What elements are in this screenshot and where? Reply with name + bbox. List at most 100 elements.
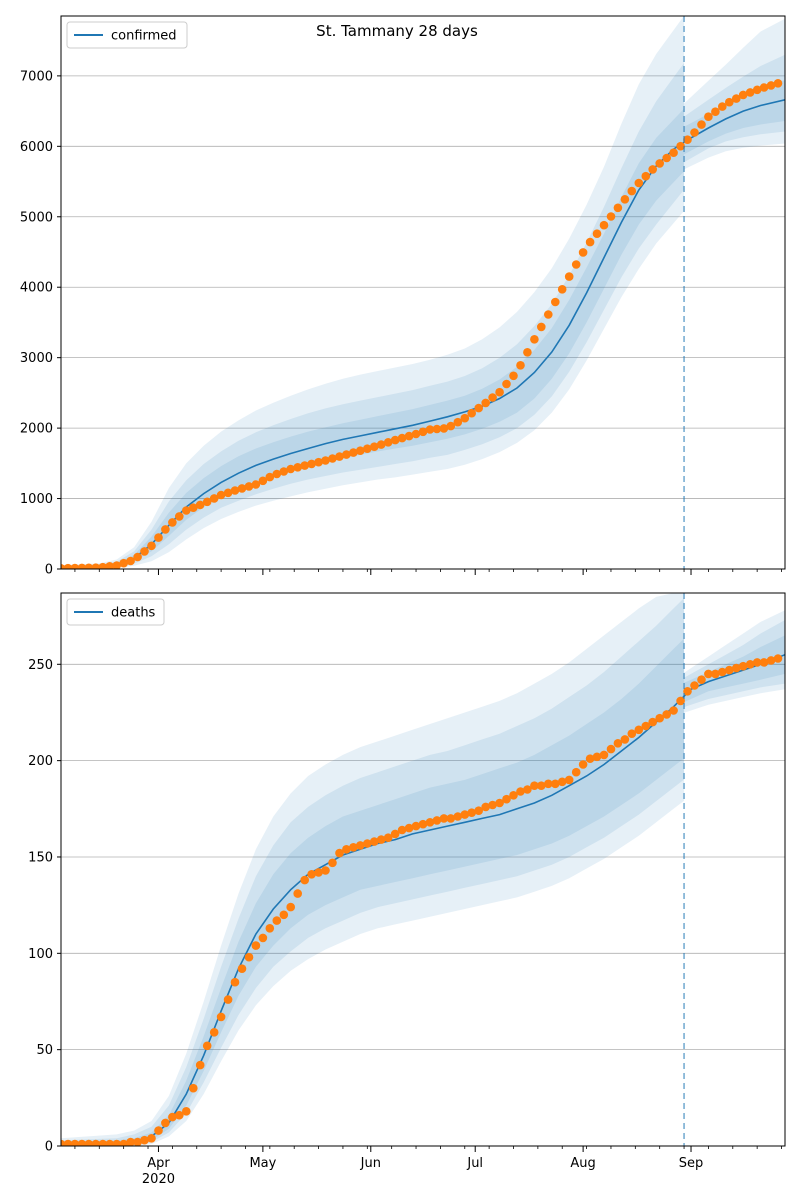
observed-point xyxy=(571,260,581,269)
uncertainty-band-2 xyxy=(61,598,685,1146)
observed-point xyxy=(370,442,379,452)
observed-point xyxy=(759,83,769,92)
observed-point xyxy=(397,825,407,835)
plot-area xyxy=(61,16,785,569)
observed-point xyxy=(432,816,442,825)
legend: deaths xyxy=(66,598,165,626)
legend-label: confirmed xyxy=(111,29,177,44)
observed-point xyxy=(98,1139,108,1146)
observed-point xyxy=(627,729,637,738)
observed-point xyxy=(237,964,247,973)
observed-point xyxy=(140,1135,149,1145)
observed-point xyxy=(363,444,372,454)
observed-point xyxy=(585,237,595,247)
observed-point xyxy=(606,212,616,221)
observed-point xyxy=(488,393,497,402)
y-tick-label: 50 xyxy=(36,1043,53,1058)
y-tick-label: 6000 xyxy=(20,140,53,155)
observed-point xyxy=(641,721,651,731)
y-tick-label: 200 xyxy=(28,754,53,769)
observed-point xyxy=(620,735,630,744)
observed-point xyxy=(509,791,518,800)
observed-point xyxy=(509,371,518,381)
observed-point xyxy=(592,229,602,238)
observed-point xyxy=(564,272,574,281)
observed-point xyxy=(397,433,407,443)
axes-frame xyxy=(60,15,786,570)
observed-point xyxy=(237,484,247,493)
observed-point xyxy=(523,785,532,794)
observed-point xyxy=(209,494,219,503)
legend-box xyxy=(66,21,188,49)
observed-point xyxy=(390,435,400,445)
y-tick-label: 5000 xyxy=(20,210,53,225)
observed-point xyxy=(773,654,783,663)
observed-point xyxy=(328,858,337,868)
uncertainty-band-2 xyxy=(684,54,785,163)
observed-point xyxy=(272,916,282,925)
uncertainty-band-3 xyxy=(61,593,685,1146)
observed-point xyxy=(356,841,365,850)
observed-point xyxy=(168,1112,177,1122)
uncertainty-band-3 xyxy=(684,18,785,170)
observed-point xyxy=(335,452,344,461)
observed-point xyxy=(126,1137,135,1146)
observed-point xyxy=(725,97,734,107)
observed-point xyxy=(718,667,727,677)
observed-point xyxy=(655,713,664,723)
observed-point xyxy=(418,819,428,829)
observed-point xyxy=(439,424,449,433)
observed-point xyxy=(195,1060,205,1070)
observed-point xyxy=(641,171,651,181)
observed-point xyxy=(551,779,560,789)
observed-point xyxy=(84,563,94,569)
y-tick-label: 1000 xyxy=(20,492,53,507)
observed-point xyxy=(697,675,706,684)
observed-point xyxy=(189,1083,198,1093)
observed-point xyxy=(711,669,720,679)
observed-point xyxy=(571,767,581,777)
observed-point xyxy=(551,297,560,307)
observed-point xyxy=(690,128,699,137)
observed-point xyxy=(460,810,470,819)
y-tick-label: 2000 xyxy=(20,422,53,437)
y-tick-label: 7000 xyxy=(20,69,53,84)
y-tick-label: 4000 xyxy=(20,281,53,296)
observed-point xyxy=(195,500,205,510)
observed-point xyxy=(189,503,198,512)
observed-point xyxy=(147,1134,156,1143)
x-tick-label: May xyxy=(249,1156,276,1171)
observed-point xyxy=(119,558,128,568)
observed-point xyxy=(481,398,491,408)
observed-point xyxy=(223,995,233,1004)
observed-point xyxy=(216,490,226,500)
observed-point xyxy=(321,456,330,465)
observed-point xyxy=(112,561,121,569)
observed-point xyxy=(349,843,358,852)
observed-point xyxy=(613,203,623,213)
observed-point xyxy=(133,552,142,562)
observed-point xyxy=(70,1139,80,1146)
observed-point xyxy=(523,348,532,357)
x-tick-label: Aug xyxy=(570,1156,595,1171)
observed-point xyxy=(63,1139,73,1146)
uncertainty-band-1 xyxy=(684,80,785,155)
panel-confirmed: 0 1000 2000 3000 4000 5000 6000 7000 confirmed xyxy=(20,15,786,578)
observed-point xyxy=(613,739,623,748)
observed-point xyxy=(745,88,755,97)
observed-point xyxy=(655,159,664,168)
observed-point xyxy=(161,525,170,534)
observed-point xyxy=(112,1139,121,1146)
observed-point xyxy=(711,107,720,116)
observed-point xyxy=(648,717,657,727)
observed-point xyxy=(91,1139,101,1146)
uncertainty-band-3 xyxy=(684,610,785,713)
observed-point xyxy=(404,431,414,441)
observed-point xyxy=(537,781,546,790)
observed-point xyxy=(223,488,233,498)
observed-point xyxy=(662,710,671,719)
observed-point xyxy=(773,79,783,88)
y-tick-label: 3000 xyxy=(20,351,53,366)
observed-point xyxy=(91,563,101,569)
observed-point xyxy=(175,512,184,521)
